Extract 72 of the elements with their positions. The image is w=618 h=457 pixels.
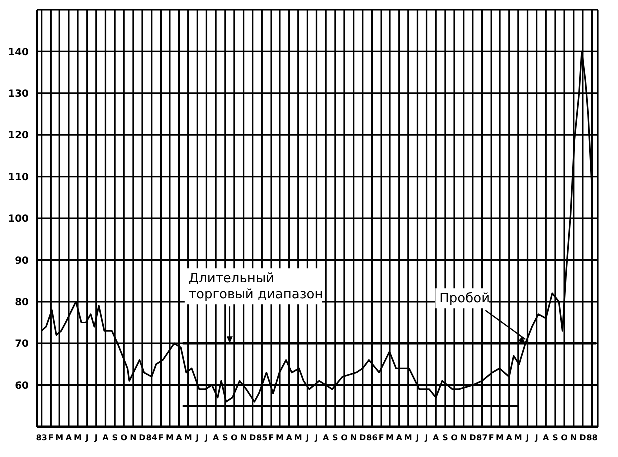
x-tick-label: A <box>506 434 514 443</box>
x-tick-label: 87 <box>476 434 488 443</box>
x-tick-label: M <box>386 434 394 443</box>
x-tick-label: O <box>451 434 458 443</box>
x-tick-label: M <box>404 434 412 443</box>
x-tick-label: O <box>341 434 348 443</box>
x-tick-label: M <box>184 434 192 443</box>
x-tick-label: D <box>470 434 477 443</box>
x-tick-label: F <box>488 434 494 443</box>
x-tick-label: N <box>240 434 248 443</box>
x-tick-label: S <box>222 434 229 443</box>
x-tick-label: N <box>460 434 468 443</box>
x-tick-label: F <box>48 434 54 443</box>
x-tick-label: 88 <box>586 434 598 443</box>
x-tick-label: S <box>332 434 339 443</box>
x-tick-label: A <box>176 434 184 443</box>
x-tick-label: J <box>94 434 98 443</box>
y-tick-label: 100 <box>8 214 30 226</box>
x-tick-label: A <box>212 434 220 443</box>
x-tick-label: J <box>534 434 538 443</box>
x-tick-label: N <box>130 434 137 443</box>
x-tick-label: O <box>120 434 128 443</box>
x-tick-label: F <box>268 434 274 443</box>
annotation: Пробой <box>440 292 490 307</box>
x-tick-label: J <box>305 434 310 443</box>
x-tick-label: 85 <box>256 434 268 443</box>
x-tick-label: 84 <box>146 434 158 443</box>
x-tick-label: M <box>56 434 64 443</box>
x-tick-label: M <box>294 434 302 443</box>
x-tick-label: M <box>166 434 174 443</box>
x-tick-label: S <box>442 434 449 443</box>
x-tick-label: S <box>552 434 559 443</box>
x-tick-label: D <box>580 434 587 443</box>
x-tick-label: A <box>543 434 550 443</box>
x-tick-label: A <box>433 434 440 443</box>
x-tick-label: O <box>231 434 238 443</box>
x-tick-label: J <box>204 434 208 443</box>
x-tick-label: A <box>286 434 294 443</box>
x-tick-label: J <box>424 434 428 443</box>
y-tick-label: 110 <box>8 172 30 184</box>
y-tick-label: 60 <box>15 380 30 392</box>
x-tick-label: O <box>561 434 568 443</box>
x-tick-label: J <box>195 434 200 443</box>
x-tick-label: A <box>322 434 330 443</box>
x-tick-label: J <box>415 434 420 443</box>
x-tick-label: F <box>158 434 164 443</box>
x-tick-label: A <box>66 434 73 443</box>
x-tick-label: S <box>112 434 118 443</box>
y-tick-label: 70 <box>15 339 30 350</box>
x-tick-label: 86 <box>366 434 378 443</box>
y-tick-label: 130 <box>8 88 30 100</box>
x-tick-label: M <box>74 434 82 443</box>
y-tick-label: 140 <box>8 47 30 58</box>
x-tick-label: D <box>139 434 146 443</box>
y-tick-label: 90 <box>15 256 30 267</box>
y-tick-label: 80 <box>15 297 30 308</box>
x-tick-label: M <box>514 434 522 443</box>
x-tick-label: 83 <box>36 434 48 443</box>
x-tick-label: J <box>314 434 318 443</box>
x-tick-label: N <box>350 434 358 443</box>
x-tick-label: M <box>496 434 504 443</box>
x-tick-label: F <box>378 434 384 443</box>
x-tick-label: N <box>570 434 578 443</box>
x-tick-label: D <box>360 434 367 443</box>
x-tick-label: J <box>84 434 89 443</box>
x-tick-label: D <box>250 434 257 443</box>
annotation: Длительный торговый диапазон <box>188 272 324 303</box>
y-tick-label: 120 <box>8 130 30 142</box>
x-tick-label: A <box>396 434 404 443</box>
x-tick-label: M <box>276 434 284 443</box>
x-tick-label: A <box>102 434 110 443</box>
x-tick-label: J <box>525 434 530 443</box>
